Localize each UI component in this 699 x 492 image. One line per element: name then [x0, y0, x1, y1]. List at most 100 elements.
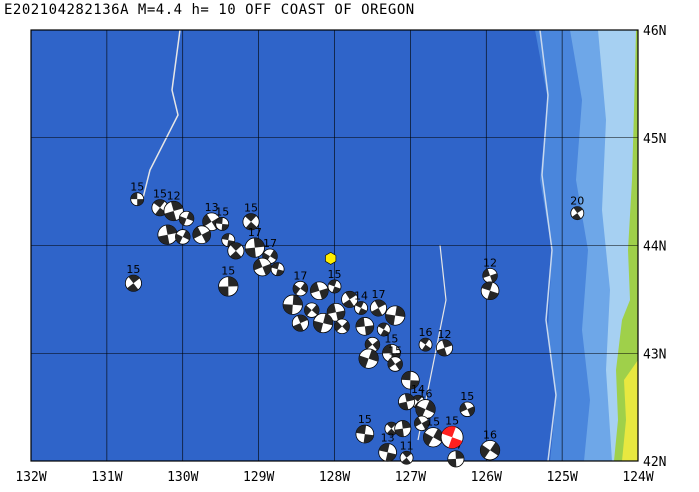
- depth-label: 16: [483, 429, 497, 442]
- compressional-quadrant: [334, 321, 343, 332]
- compressional-quadrant: [459, 402, 468, 413]
- compressional-quadrant: [385, 452, 397, 462]
- compressional-quadrant: [262, 263, 272, 276]
- longitude-label: 129W: [243, 470, 274, 485]
- focal-mechanism: [282, 294, 303, 315]
- longitude-label: 125W: [546, 470, 577, 485]
- compressional-quadrant: [310, 282, 320, 294]
- compressional-quadrant: [228, 276, 238, 287]
- focal-mechanism: [387, 356, 403, 372]
- compressional-quadrant: [271, 262, 280, 270]
- longitude-label: 124W: [622, 470, 653, 485]
- compressional-quadrant: [490, 273, 498, 283]
- depth-label: 17: [293, 269, 307, 282]
- longitude-labels: 132W 131W 130W 129W 128W 127W 126W 125W 124W: [15, 470, 653, 485]
- depth-label: 15: [221, 265, 235, 278]
- focal-mechanism: [163, 200, 184, 222]
- compressional-quadrant: [319, 288, 329, 300]
- compressional-quadrant: [253, 237, 265, 248]
- compressional-quadrant: [398, 401, 409, 410]
- latitude-label: 42N: [643, 455, 666, 470]
- compressional-quadrant: [245, 247, 256, 258]
- compressional-quadrant: [481, 281, 493, 291]
- compressional-quadrant: [364, 325, 374, 336]
- compressional-quadrant: [221, 223, 229, 231]
- depth-label: 15: [426, 416, 440, 429]
- compressional-quadrant: [358, 307, 367, 315]
- compressional-quadrant: [363, 434, 374, 443]
- depth-label: 17: [248, 226, 262, 239]
- longitude-label: 130W: [167, 470, 198, 485]
- compressional-quadrant: [355, 317, 365, 328]
- compressional-quadrant: [571, 213, 582, 220]
- compressional-quadrant: [382, 344, 392, 354]
- compressional-quadrant: [356, 425, 367, 435]
- slope-contour-line: [539, 30, 557, 461]
- compressional-quadrant: [336, 310, 345, 322]
- compressional-quadrant: [201, 230, 211, 243]
- compressional-quadrant: [275, 269, 284, 276]
- focal-mechanism: [151, 199, 169, 217]
- highland-area: [622, 360, 638, 461]
- focal-mechanism: [385, 305, 406, 326]
- compressional-quadrant: [221, 233, 230, 241]
- compressional-quadrant: [433, 428, 443, 442]
- focal-mechanism: [398, 393, 416, 411]
- compressional-quadrant: [127, 283, 139, 292]
- compressional-quadrant: [378, 443, 390, 453]
- compressional-quadrant: [401, 420, 411, 429]
- depth-label: 16: [419, 326, 433, 339]
- compressional-quadrant: [230, 242, 242, 251]
- compressional-quadrant: [386, 422, 397, 429]
- focal-mechanism: [401, 370, 420, 390]
- focal-mechanism: [341, 290, 359, 308]
- compressional-quadrant: [345, 291, 357, 300]
- focal-mechanism: [480, 281, 500, 301]
- compressional-quadrant: [328, 279, 337, 287]
- compressional-quadrant: [387, 357, 396, 369]
- compressional-quadrant: [482, 268, 491, 279]
- depth-label: 12: [438, 328, 452, 341]
- compressional-quadrant: [371, 307, 383, 317]
- compressional-quadrant: [412, 395, 423, 402]
- focal-mechanism: [130, 192, 145, 207]
- compressional-quadrant: [365, 338, 373, 350]
- depth-label: 15: [130, 181, 144, 194]
- compressional-quadrant: [227, 240, 235, 247]
- compressional-quadrant: [355, 301, 364, 308]
- focal-mechanism: [227, 242, 245, 260]
- focal-mechanism: [354, 301, 368, 315]
- focal-mechanism: [479, 440, 501, 461]
- compressional-quadrant: [182, 230, 191, 241]
- compressional-quadrant: [441, 426, 456, 438]
- compressional-quadrant: [401, 371, 411, 381]
- depth-label: 13: [205, 201, 219, 214]
- latitude-label: 45N: [643, 132, 666, 147]
- longitude-label: 126W: [471, 470, 502, 485]
- compressional-quadrant: [490, 442, 500, 456]
- compressional-quadrant: [229, 250, 242, 259]
- compressional-quadrant: [332, 286, 341, 293]
- focal-mechanism: [270, 262, 285, 277]
- focal-mechanism: [423, 427, 444, 448]
- focal-mechanism: [218, 276, 239, 297]
- compressional-quadrant: [253, 258, 263, 271]
- focal-mechanism: [291, 314, 309, 332]
- compressional-quadrant: [192, 226, 202, 239]
- depth-label: 11: [400, 439, 414, 452]
- depth-label: 15: [358, 413, 372, 426]
- compressional-quadrant: [297, 314, 308, 324]
- focal-mechanism: [447, 450, 465, 468]
- focal-mechanism: [124, 274, 142, 292]
- focal-mechanism: [355, 317, 375, 336]
- compressional-quadrant: [170, 201, 183, 212]
- depth-label: 15: [215, 205, 229, 218]
- compressional-quadrant: [447, 458, 457, 467]
- depth-label: 15: [328, 268, 342, 281]
- compressional-quadrant: [179, 215, 187, 226]
- compressional-quadrant: [358, 355, 369, 368]
- focal-mechanism: [376, 322, 391, 337]
- compressional-quadrant: [215, 217, 223, 224]
- compressional-quadrant: [137, 199, 144, 206]
- depth-label: 15: [153, 188, 167, 201]
